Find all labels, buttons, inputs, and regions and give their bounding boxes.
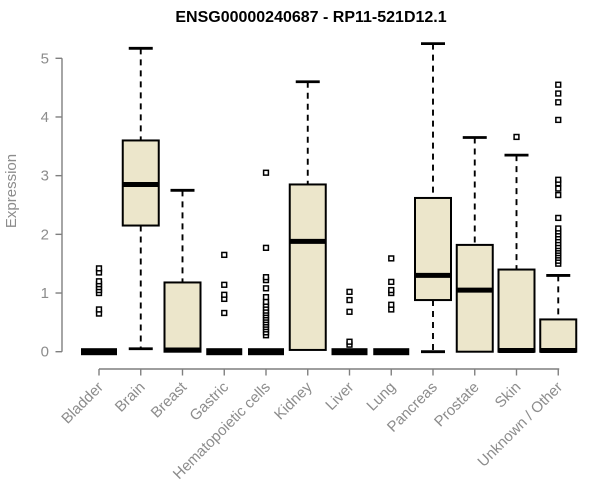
boxplot-bladder <box>81 265 117 356</box>
y-axis-title: Expression <box>3 154 20 228</box>
boxplot-skin <box>497 133 536 354</box>
boxplot-breast <box>163 188 202 353</box>
box-rect <box>539 318 578 353</box>
y-tick-label: 2 <box>41 226 49 243</box>
outlier-point <box>555 99 562 106</box>
y-tick-label: 4 <box>41 109 49 126</box>
outlier-point <box>262 293 270 301</box>
boxplot-pancreas <box>414 42 452 354</box>
chart-title: ENSG00000240687 - RP11-521D12.1 <box>175 9 447 26</box>
collapsed-box-bar <box>373 348 410 356</box>
boxplot-kidney <box>288 80 327 351</box>
outlier-point <box>221 309 228 317</box>
outlier-point <box>555 185 562 192</box>
outlier-point <box>555 116 562 124</box>
outlier-point <box>555 191 562 199</box>
x-tick-label: Brain <box>112 379 149 416</box>
box-rect <box>163 281 202 353</box>
x-tick-label: Bladder <box>58 379 107 428</box>
collapsed-box-bar <box>248 348 284 356</box>
y-tick-label: 0 <box>41 344 49 361</box>
box-rect <box>414 196 452 302</box>
x-tick-label: Breast <box>148 378 191 421</box>
boxplot-hematopoietic-cells <box>248 169 284 356</box>
x-tick-label: Lung <box>363 379 399 415</box>
y-tick-label: 5 <box>41 50 49 67</box>
box-rect <box>497 268 536 353</box>
boxplot-brain <box>121 46 160 351</box>
outlier-point <box>555 90 562 97</box>
outlier-point <box>262 169 270 176</box>
x-tick-label: Liver <box>322 379 357 414</box>
boxplot-prostate <box>455 136 494 353</box>
y-tick-label: 3 <box>41 168 49 185</box>
outlier-point <box>95 306 103 313</box>
outlier-point <box>513 133 520 141</box>
outlier-point <box>555 225 562 232</box>
outlier-point <box>262 285 270 292</box>
outlier-point <box>346 288 353 295</box>
outlier-point <box>346 308 353 315</box>
boxplot-lung <box>373 255 410 356</box>
outlier-point <box>555 176 562 183</box>
boxes-layer <box>81 42 578 356</box>
outlier-point <box>388 301 395 308</box>
outlier-point <box>262 274 270 281</box>
outlier-point <box>346 338 353 345</box>
box-rect <box>455 243 494 353</box>
x-tick-label: Prostate <box>431 379 483 431</box>
boxplot-unknown-other <box>539 81 578 354</box>
collapsed-box-bar <box>331 348 368 356</box>
outlier-point <box>555 81 562 88</box>
collapsed-box-bar <box>81 348 117 356</box>
outlier-point <box>95 278 103 285</box>
collapsed-box-bar <box>206 348 243 356</box>
box-rect <box>288 183 327 351</box>
outlier-point <box>221 281 228 288</box>
outlier-point <box>388 286 395 294</box>
x-tick-label: Kidney <box>271 378 316 423</box>
boxplot-gastric <box>206 251 243 356</box>
outlier-point <box>388 278 395 286</box>
outlier-point <box>221 291 228 298</box>
outlier-point <box>388 255 395 262</box>
y-tick-label: 1 <box>41 285 49 302</box>
boxplot-liver <box>331 288 368 356</box>
outlier-point <box>221 251 228 259</box>
outlier-point <box>555 214 562 222</box>
outlier-point <box>346 296 353 304</box>
x-tick-label: Skin <box>492 379 525 412</box>
outlier-point <box>262 244 270 251</box>
outlier-point <box>95 265 103 272</box>
